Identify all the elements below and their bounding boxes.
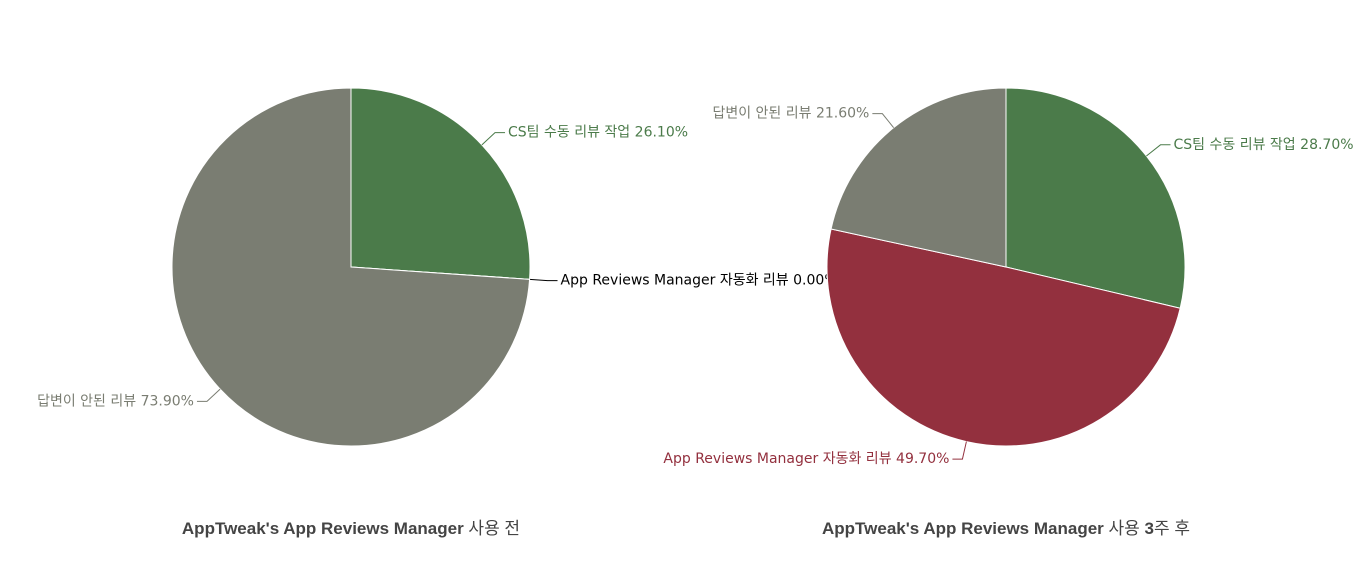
slice-value: 28.70% bbox=[1300, 137, 1353, 153]
slice-name: App Reviews Manager 자동화 리뷰 bbox=[561, 273, 789, 289]
slice-label: CS팀 수동 리뷰 작업 28.70% bbox=[1174, 137, 1354, 153]
slice-value: 26.10% bbox=[635, 125, 688, 141]
slice-label: 답변이 안된 리뷰 21.60% bbox=[712, 106, 869, 122]
pie-slice bbox=[826, 228, 1181, 447]
slice-label: 답변이 안된 리뷰 73.90% bbox=[37, 393, 194, 409]
leader-line bbox=[481, 132, 506, 146]
slice-name: CS팀 수동 리뷰 작업 bbox=[1174, 137, 1296, 153]
slice-label: App Reviews Manager 자동화 리뷰 49.70% bbox=[663, 451, 949, 467]
chart-caption: AppTweak's App Reviews Manager 사용 3주 후 bbox=[822, 519, 1190, 538]
slice-value: 49.70% bbox=[896, 451, 949, 467]
slice-name: 답변이 안된 리뷰 bbox=[712, 106, 811, 122]
slice-name: 답변이 안된 리뷰 bbox=[37, 393, 136, 409]
caption-part: 주 후 bbox=[1154, 519, 1190, 538]
slice-label: CS팀 수동 리뷰 작업 26.10% bbox=[508, 125, 688, 141]
leader-line bbox=[529, 278, 558, 282]
pie-slice bbox=[1005, 87, 1186, 309]
leader-line bbox=[872, 113, 895, 128]
caption-part: AppTweak's App Reviews Manager bbox=[182, 519, 464, 538]
slice-label: App Reviews Manager 자동화 리뷰 0.00% bbox=[561, 273, 838, 289]
caption-part: AppTweak's App Reviews Manager bbox=[822, 519, 1104, 538]
leader-line bbox=[952, 441, 967, 460]
slice-name: CS팀 수동 리뷰 작업 bbox=[508, 125, 630, 141]
slice-value: 0.00% bbox=[793, 273, 837, 289]
pie-slice bbox=[350, 87, 531, 280]
slice-name: App Reviews Manager 자동화 리뷰 bbox=[663, 451, 891, 467]
caption-part: 사용 bbox=[1104, 519, 1145, 538]
caption-part: 사용 전 bbox=[464, 519, 520, 538]
leader-line bbox=[196, 388, 221, 402]
pie-slice bbox=[830, 87, 1007, 268]
pie-slice bbox=[171, 87, 531, 447]
caption-part: 3 bbox=[1145, 519, 1154, 538]
leader-line bbox=[1146, 144, 1171, 157]
slice-value: 73.90% bbox=[141, 393, 194, 409]
chart-caption: AppTweak's App Reviews Manager 사용 전 bbox=[182, 519, 520, 538]
slice-value: 21.60% bbox=[816, 106, 869, 122]
